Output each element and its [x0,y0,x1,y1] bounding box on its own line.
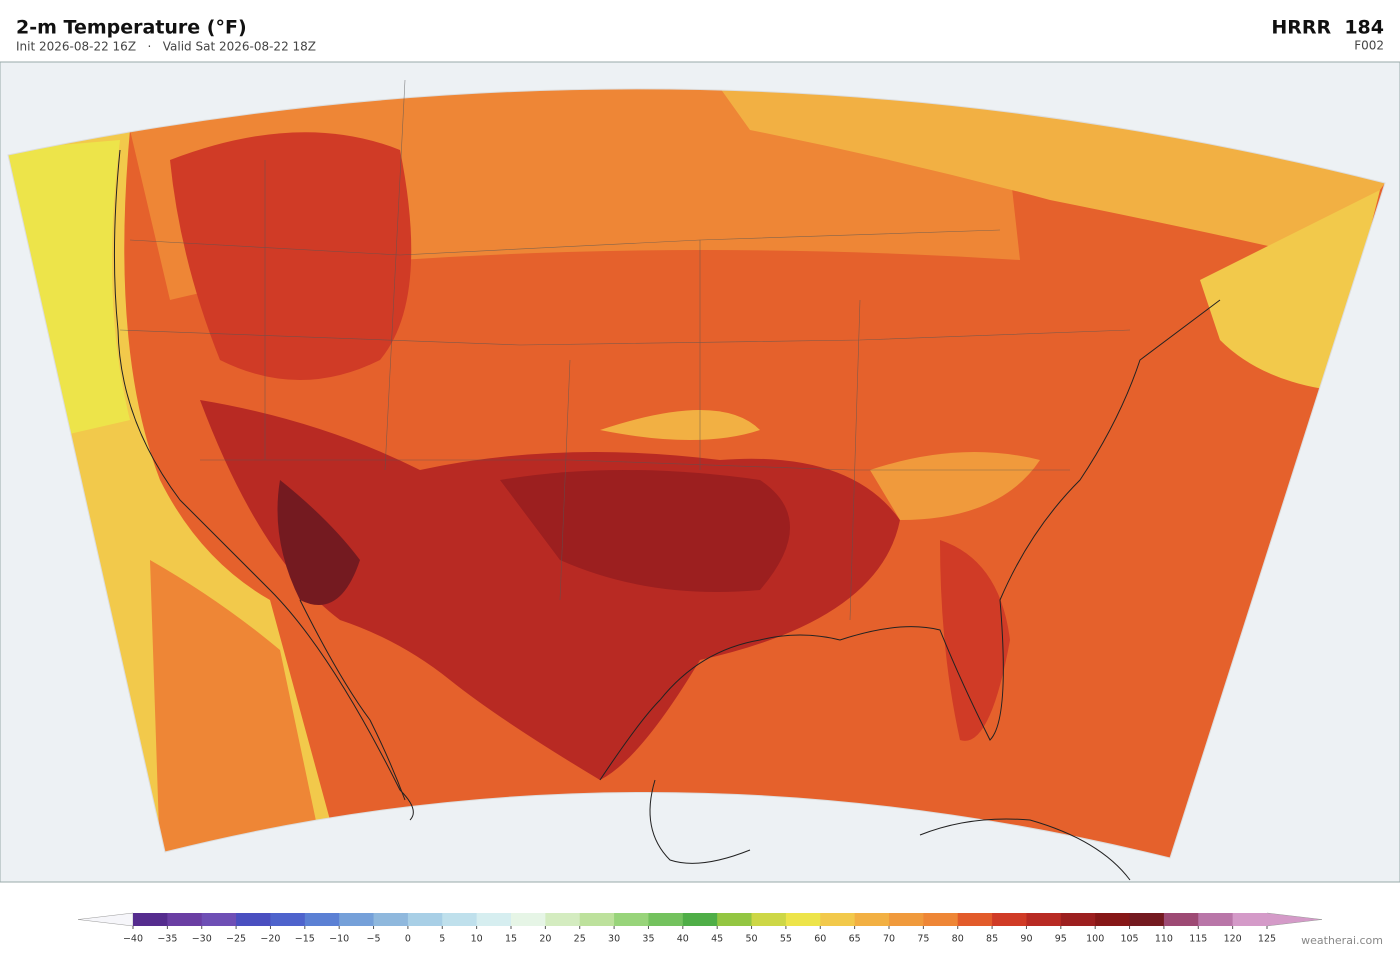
colorbar-segment [1163,913,1199,926]
colorbar-segment [1026,913,1062,926]
colorbar-segment [1232,913,1268,926]
colorbar-segment [407,913,443,926]
colorbar-segment [236,913,271,926]
map-subtitle: Init 2026-08-22 16Z · Valid Sat 2026-08-… [16,40,316,54]
colorbar-tick-label: −15 [295,934,315,945]
colorbar-over [1266,912,1323,927]
colorbar-tick-label: 115 [1189,934,1207,945]
colorbar-segment [442,913,478,926]
colorbar-segment [751,913,787,926]
colorbar-tick-label: 25 [574,934,586,945]
colorbar-tick-label: 65 [849,934,861,945]
colorbar-tick-label: 45 [711,934,723,945]
colorbar-segment [373,913,409,926]
colorbar-segment [476,913,512,926]
colorbar-tick-label: 80 [952,934,964,945]
colorbar-tick-label: 10 [471,934,483,945]
model-label: HRRR 184 [1271,17,1384,39]
colorbar-tick-label: −35 [157,934,177,945]
colorbar-tick-label: 0 [405,934,411,945]
colorbar-tick-label: 105 [1120,934,1138,945]
colorbar-segment [820,913,856,926]
colorbar-tick-label: 55 [780,934,792,945]
colorbar-segment [889,913,924,926]
colorbar-tick-label: 5 [439,934,445,945]
colorbar-segment [1129,913,1165,926]
colorbar-tick-label: 35 [642,934,654,945]
colorbar-segment [339,913,375,926]
colorbar-tick-label: −25 [226,934,246,945]
colorbar-segment [1095,913,1131,926]
colorbar-under [77,912,134,927]
state-borders [119,79,1131,621]
colorbar-tick-label: 15 [505,934,517,945]
colorbar-segment [923,913,959,926]
colorbar-tick-label: −30 [192,934,212,945]
colorbar-tick-label: 100 [1086,934,1104,945]
colorbar-segment [648,913,684,926]
colorbar-segment [304,913,340,926]
colorbar-segment [614,913,649,926]
colorbar-tick-label: 50 [745,934,757,945]
colorbar-segment [579,913,615,926]
colorbar-segment [167,913,203,926]
colorbar-tick-label: 70 [883,934,895,945]
colorbar-tick-label: 60 [814,934,826,945]
colorbar-tick-label: 20 [539,934,551,945]
colorbar-tick-label: 125 [1258,934,1276,945]
colorbar-segment [511,913,546,926]
colorbar-tick-label: 95 [1055,934,1067,945]
colorbar-segment [785,913,821,926]
colorbar: −40 −35 −30 −25 −20 −15 −10 −5 0 5 10 15 20 25 30 35 40 4… [77,912,1323,945]
colorbar-tick-label: 120 [1224,934,1242,945]
colorbar-tick-label: 40 [677,934,689,945]
colorbar-segment [1198,913,1234,926]
colorbar-segment [1060,913,1096,926]
colorbar-segment [545,913,581,926]
colorbar-tick-label: −20 [260,934,280,945]
colorbar-tick-label: −40 [123,934,143,945]
colorbar-segment [992,913,1027,926]
colorbar-tick-label: 110 [1155,934,1173,945]
forecast-hour: F002 [1354,39,1384,53]
colorbar-segment [201,913,237,926]
colorbar-tick-label: −5 [367,934,381,945]
map-panel [0,61,1400,883]
colorbar-tick-label: 85 [986,934,998,945]
map-title: 2-m Temperature (°F) [16,17,247,39]
colorbar-tick-label: −10 [329,934,349,945]
colorbar-segment [270,913,306,926]
colorbar-tick-label: 90 [1020,934,1032,945]
colorbar-segment [133,913,168,926]
colorbar-tick-label: 75 [917,934,929,945]
colorbar-segment [717,913,753,926]
coastlines [113,149,1221,881]
colorbar-segment [854,913,890,926]
credit: weatherai.com [1301,934,1383,947]
colorbar-segment [957,913,993,926]
colorbar-tick-label: 30 [608,934,620,945]
colorbar-segment [682,913,718,926]
